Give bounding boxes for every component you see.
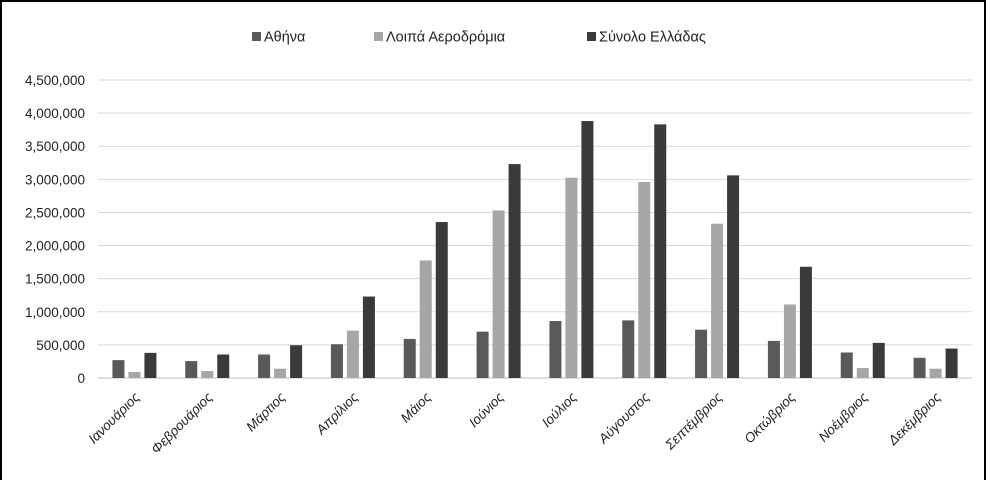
x-tick-label: Οκτώβριος xyxy=(741,389,798,446)
bar xyxy=(112,360,125,378)
bar xyxy=(201,371,214,378)
y-tick-label: 2,000,000 xyxy=(25,239,85,254)
legend-label: Λοιπά Αεροδρόμια xyxy=(386,30,505,46)
x-tick-label: Μάρτιος xyxy=(243,389,288,434)
bar xyxy=(581,121,594,379)
legend-swatch xyxy=(252,32,261,41)
bar xyxy=(217,354,230,378)
bar xyxy=(258,354,271,378)
y-tick-label: 3,000,000 xyxy=(25,172,85,187)
legend-item: Λοιπά Αεροδρόμια xyxy=(374,30,505,46)
bar xyxy=(330,344,343,378)
bar xyxy=(872,342,885,378)
x-tick-label: Ιούνιος xyxy=(466,389,507,430)
y-tick-label: 3,500,000 xyxy=(25,139,85,154)
bar xyxy=(185,361,198,378)
bar xyxy=(144,352,157,378)
y-tick-label: 500,000 xyxy=(36,338,85,353)
legend-item: Αθήνα xyxy=(252,30,305,46)
bar xyxy=(767,340,780,378)
gridlines xyxy=(98,79,972,379)
legend: Αθήνα Λοιπά Αεροδρόμια Σύνολο Ελλάδας xyxy=(252,30,706,46)
bar xyxy=(622,320,635,378)
bar xyxy=(711,223,724,378)
bar xyxy=(290,345,303,378)
x-tick-label: Σεπτέμβριος xyxy=(662,389,726,453)
y-axis-ticks: 0 500,000 1,000,000 1,500,000 2,000,000 2,500… xyxy=(25,73,85,386)
legend-swatch xyxy=(587,32,596,41)
bar xyxy=(638,181,651,378)
bar xyxy=(840,352,853,378)
x-tick-label: Αύγουστος xyxy=(595,389,653,447)
x-tick-label: Φεβρουάριος xyxy=(148,389,216,457)
bar xyxy=(913,357,926,378)
x-tick-label: Νοέμβριος xyxy=(816,389,872,445)
legend-swatch xyxy=(374,32,383,41)
bars xyxy=(112,121,958,379)
x-axis-ticks: Ιανουάριος Φεβρουάριος Μάρτιος Απρίλιος Μάιο… xyxy=(86,389,944,457)
x-tick-label: Ιανουάριος xyxy=(86,389,143,446)
legend-label: Σύνολο Ελλάδας xyxy=(599,30,706,46)
bar xyxy=(508,164,521,378)
y-tick-label: 1,500,000 xyxy=(25,272,85,287)
bar xyxy=(403,338,416,378)
x-tick-label: Μάιος xyxy=(398,389,434,425)
bar xyxy=(492,210,505,378)
bar xyxy=(727,175,740,378)
bar xyxy=(945,348,958,378)
legend-label: Αθήνα xyxy=(264,30,305,46)
y-tick-label: 4,000,000 xyxy=(25,106,85,121)
y-tick-label: 0 xyxy=(77,371,85,386)
bar xyxy=(856,368,869,378)
x-tick-label: Απρίλιος xyxy=(313,389,362,438)
bar xyxy=(274,368,287,378)
bar xyxy=(476,331,489,378)
y-tick-label: 2,500,000 xyxy=(25,205,85,220)
bar xyxy=(346,330,359,378)
bar xyxy=(549,321,562,378)
bar xyxy=(565,177,578,378)
bar xyxy=(783,304,796,378)
legend-item: Σύνολο Ελλάδας xyxy=(587,30,706,46)
bar xyxy=(695,329,708,378)
bar xyxy=(128,372,141,378)
bar xyxy=(419,260,432,378)
bar xyxy=(929,368,942,378)
x-tick-label: Ιούλιος xyxy=(539,389,580,430)
y-tick-label: 1,000,000 xyxy=(25,305,85,320)
bar xyxy=(799,266,812,378)
bar xyxy=(435,222,448,378)
y-tick-label: 4,500,000 xyxy=(25,73,85,88)
x-tick-label: Δεκέμβριος xyxy=(885,389,944,448)
bar xyxy=(362,296,375,378)
bar xyxy=(654,124,667,378)
